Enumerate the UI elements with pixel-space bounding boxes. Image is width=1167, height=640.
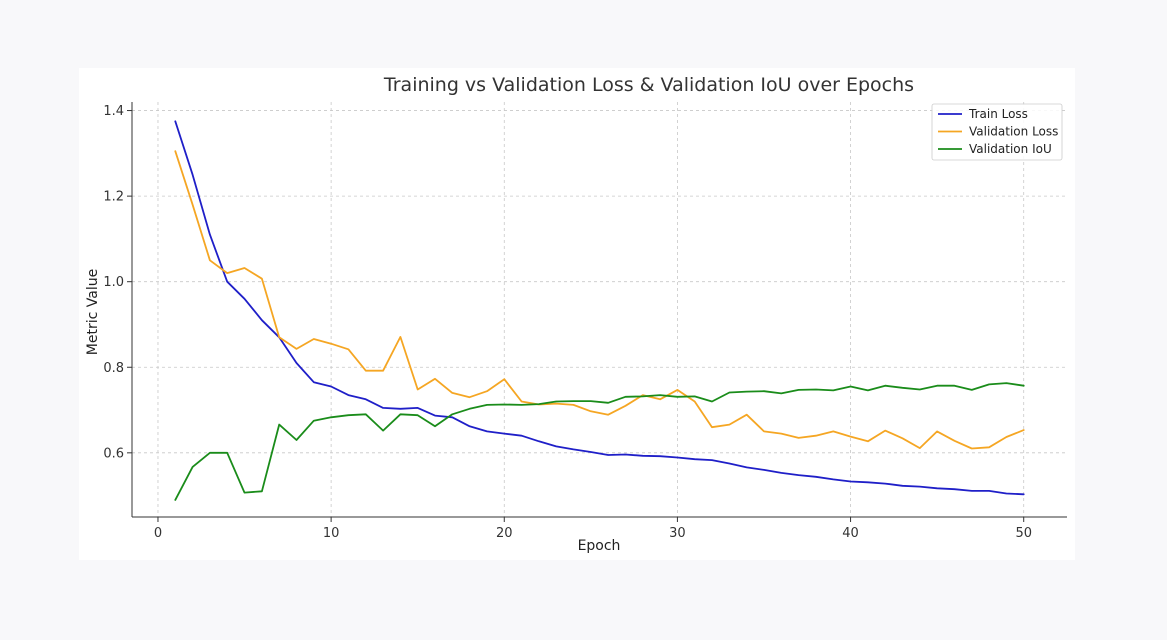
legend-label-train-loss: Train Loss [968, 107, 1028, 121]
legend-label-validation-loss: Validation Loss [969, 125, 1058, 139]
x-tick-label: 50 [1015, 526, 1032, 541]
chart-figure: Training vs Validation Loss & Validation… [79, 68, 1075, 560]
x-tick-label: 40 [842, 526, 859, 541]
chart-title: Training vs Validation Loss & Validation… [383, 74, 914, 96]
legend-box [931, 103, 1063, 161]
y-tick-label: 0.6 [103, 446, 124, 461]
y-tick-label: 1.0 [103, 275, 124, 290]
x-axis-label: Epoch [578, 538, 621, 554]
y-axis-label: Metric Value [85, 269, 101, 355]
series-lines [174, 120, 1025, 501]
x-tick-label: 30 [669, 526, 686, 541]
y-tick-label: 1.4 [103, 104, 124, 119]
series-line-validation-iou [174, 382, 1025, 501]
legend-label-validation-iou: Validation IoU [969, 142, 1052, 156]
legend: Train Loss Validation Loss Validation IoU [931, 103, 1063, 161]
x-tick-label: 0 [154, 526, 162, 541]
x-tick-label: 20 [496, 526, 513, 541]
y-tick-label: 1.2 [103, 190, 124, 205]
series-line-train-loss [174, 120, 1025, 496]
x-tick-label: 10 [323, 526, 340, 541]
axes [131, 102, 1067, 518]
series-line-validation-loss [174, 150, 1025, 450]
y-tick-label: 0.8 [103, 361, 124, 376]
line-chart: Training vs Validation Loss & Validation… [85, 74, 1067, 554]
ticks: 0 10 20 30 40 50 0.6 0.8 1.0 1.2 1.4 [103, 104, 1032, 541]
